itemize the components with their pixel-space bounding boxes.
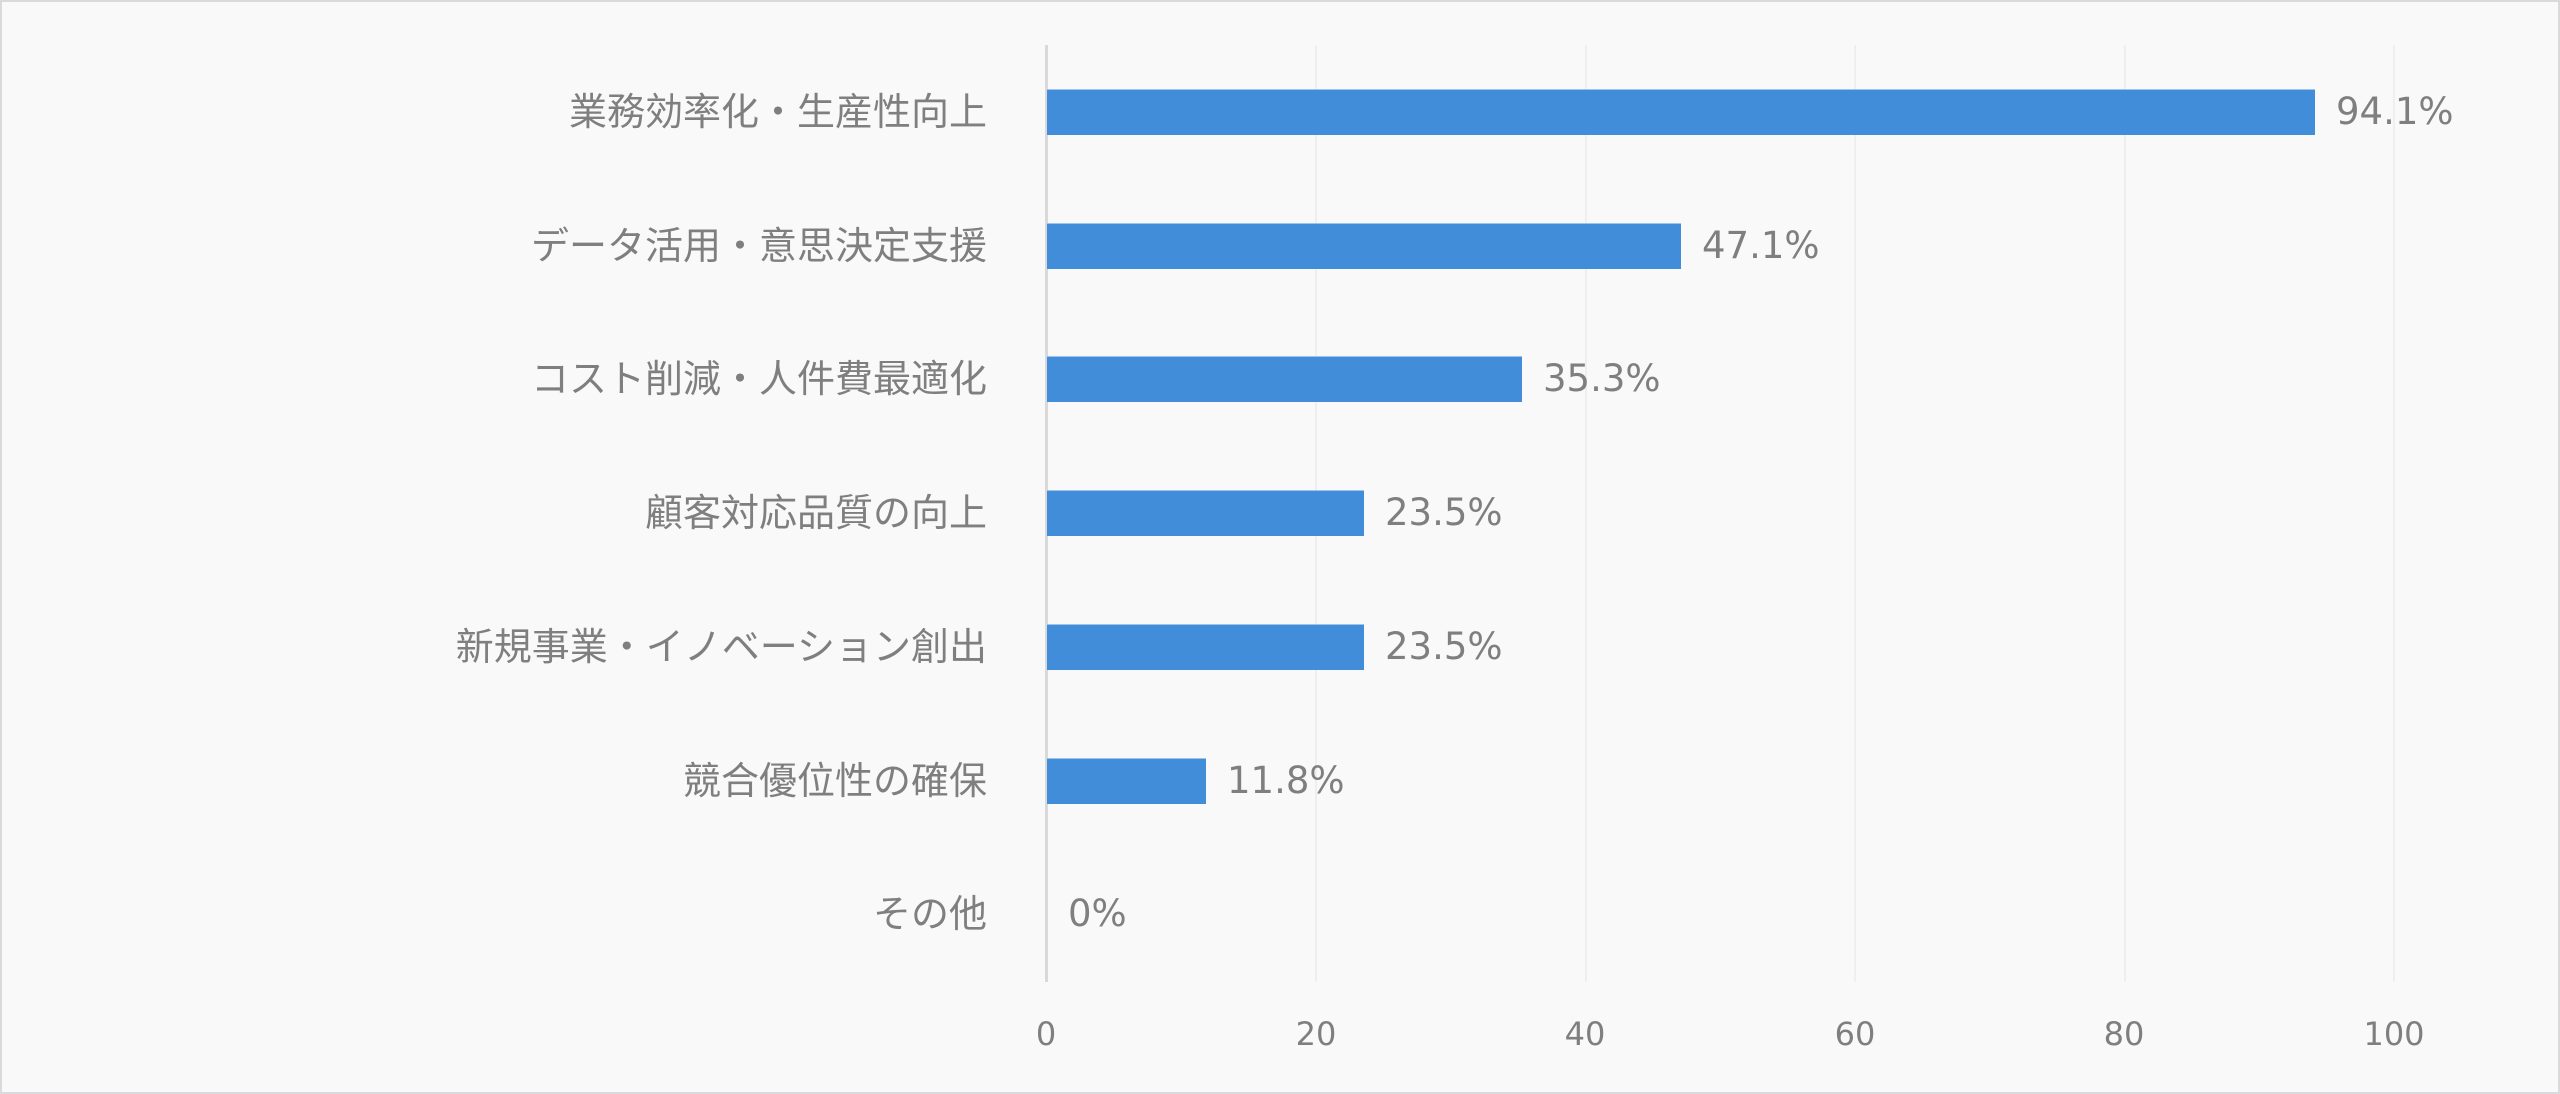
value-label: 11.8% <box>1227 759 1345 802</box>
value-label: 23.5% <box>1385 625 1503 668</box>
bar <box>1047 624 1364 670</box>
bar <box>1047 223 1681 269</box>
bar <box>1047 490 1364 536</box>
category-label: 顧客対応品質の向上 <box>644 491 987 535</box>
x-tick-label: 60 <box>1834 1015 1876 1053</box>
category-label: 競合優位性の確保 <box>682 759 987 803</box>
category-label: その他 <box>872 892 987 936</box>
bar <box>1047 758 1206 804</box>
value-label: 0% <box>1068 892 1127 935</box>
value-label: 47.1% <box>1702 224 1820 267</box>
category-label: 新規事業・イノベーション創出 <box>455 625 987 669</box>
y-axis-line <box>1045 45 1048 982</box>
bar <box>1047 356 1522 402</box>
bar <box>1047 89 2315 135</box>
x-tick-label: 100 <box>2363 1015 2425 1053</box>
category-label: データ活用・意思決定支援 <box>530 224 987 268</box>
category-label: 業務効率化・生産性向上 <box>568 90 987 134</box>
value-label: 23.5% <box>1385 491 1503 534</box>
x-tick-label: 20 <box>1295 1015 1337 1053</box>
value-label: 94.1% <box>2336 90 2454 133</box>
category-label: コスト削減・人件費最適化 <box>530 357 987 401</box>
x-tick-label: 80 <box>2103 1015 2145 1053</box>
gridline-40 <box>1585 45 1587 982</box>
gridline-80 <box>2124 45 2126 982</box>
x-tick-label: 40 <box>1564 1015 1606 1053</box>
gridline-100 <box>2393 45 2395 982</box>
gridline-60 <box>1854 45 1856 982</box>
x-tick-label: 0 <box>1035 1015 1057 1053</box>
value-label: 35.3% <box>1543 357 1661 400</box>
